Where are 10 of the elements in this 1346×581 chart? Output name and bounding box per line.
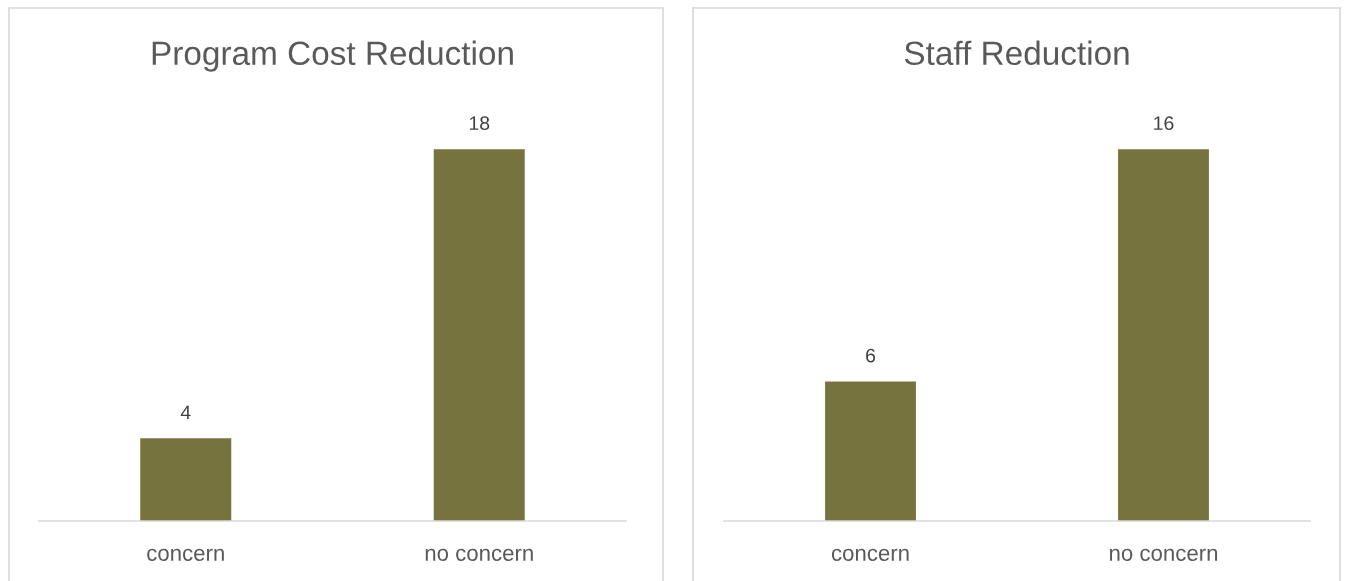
x-tick-label: no concern [425, 548, 533, 561]
data-label: 18 [469, 116, 490, 131]
data-label: 16 [1154, 116, 1174, 131]
x-tick-label: concern [831, 548, 909, 561]
data-label: 6 [866, 348, 876, 363]
data-label: 4 [180, 405, 191, 420]
chart-title: Program Cost Reduction [152, 40, 513, 72]
chart-title: Staff Reduction [904, 40, 1129, 66]
x-tick-label: concern [147, 548, 224, 561]
x-tick-label: no concern [1110, 548, 1218, 561]
